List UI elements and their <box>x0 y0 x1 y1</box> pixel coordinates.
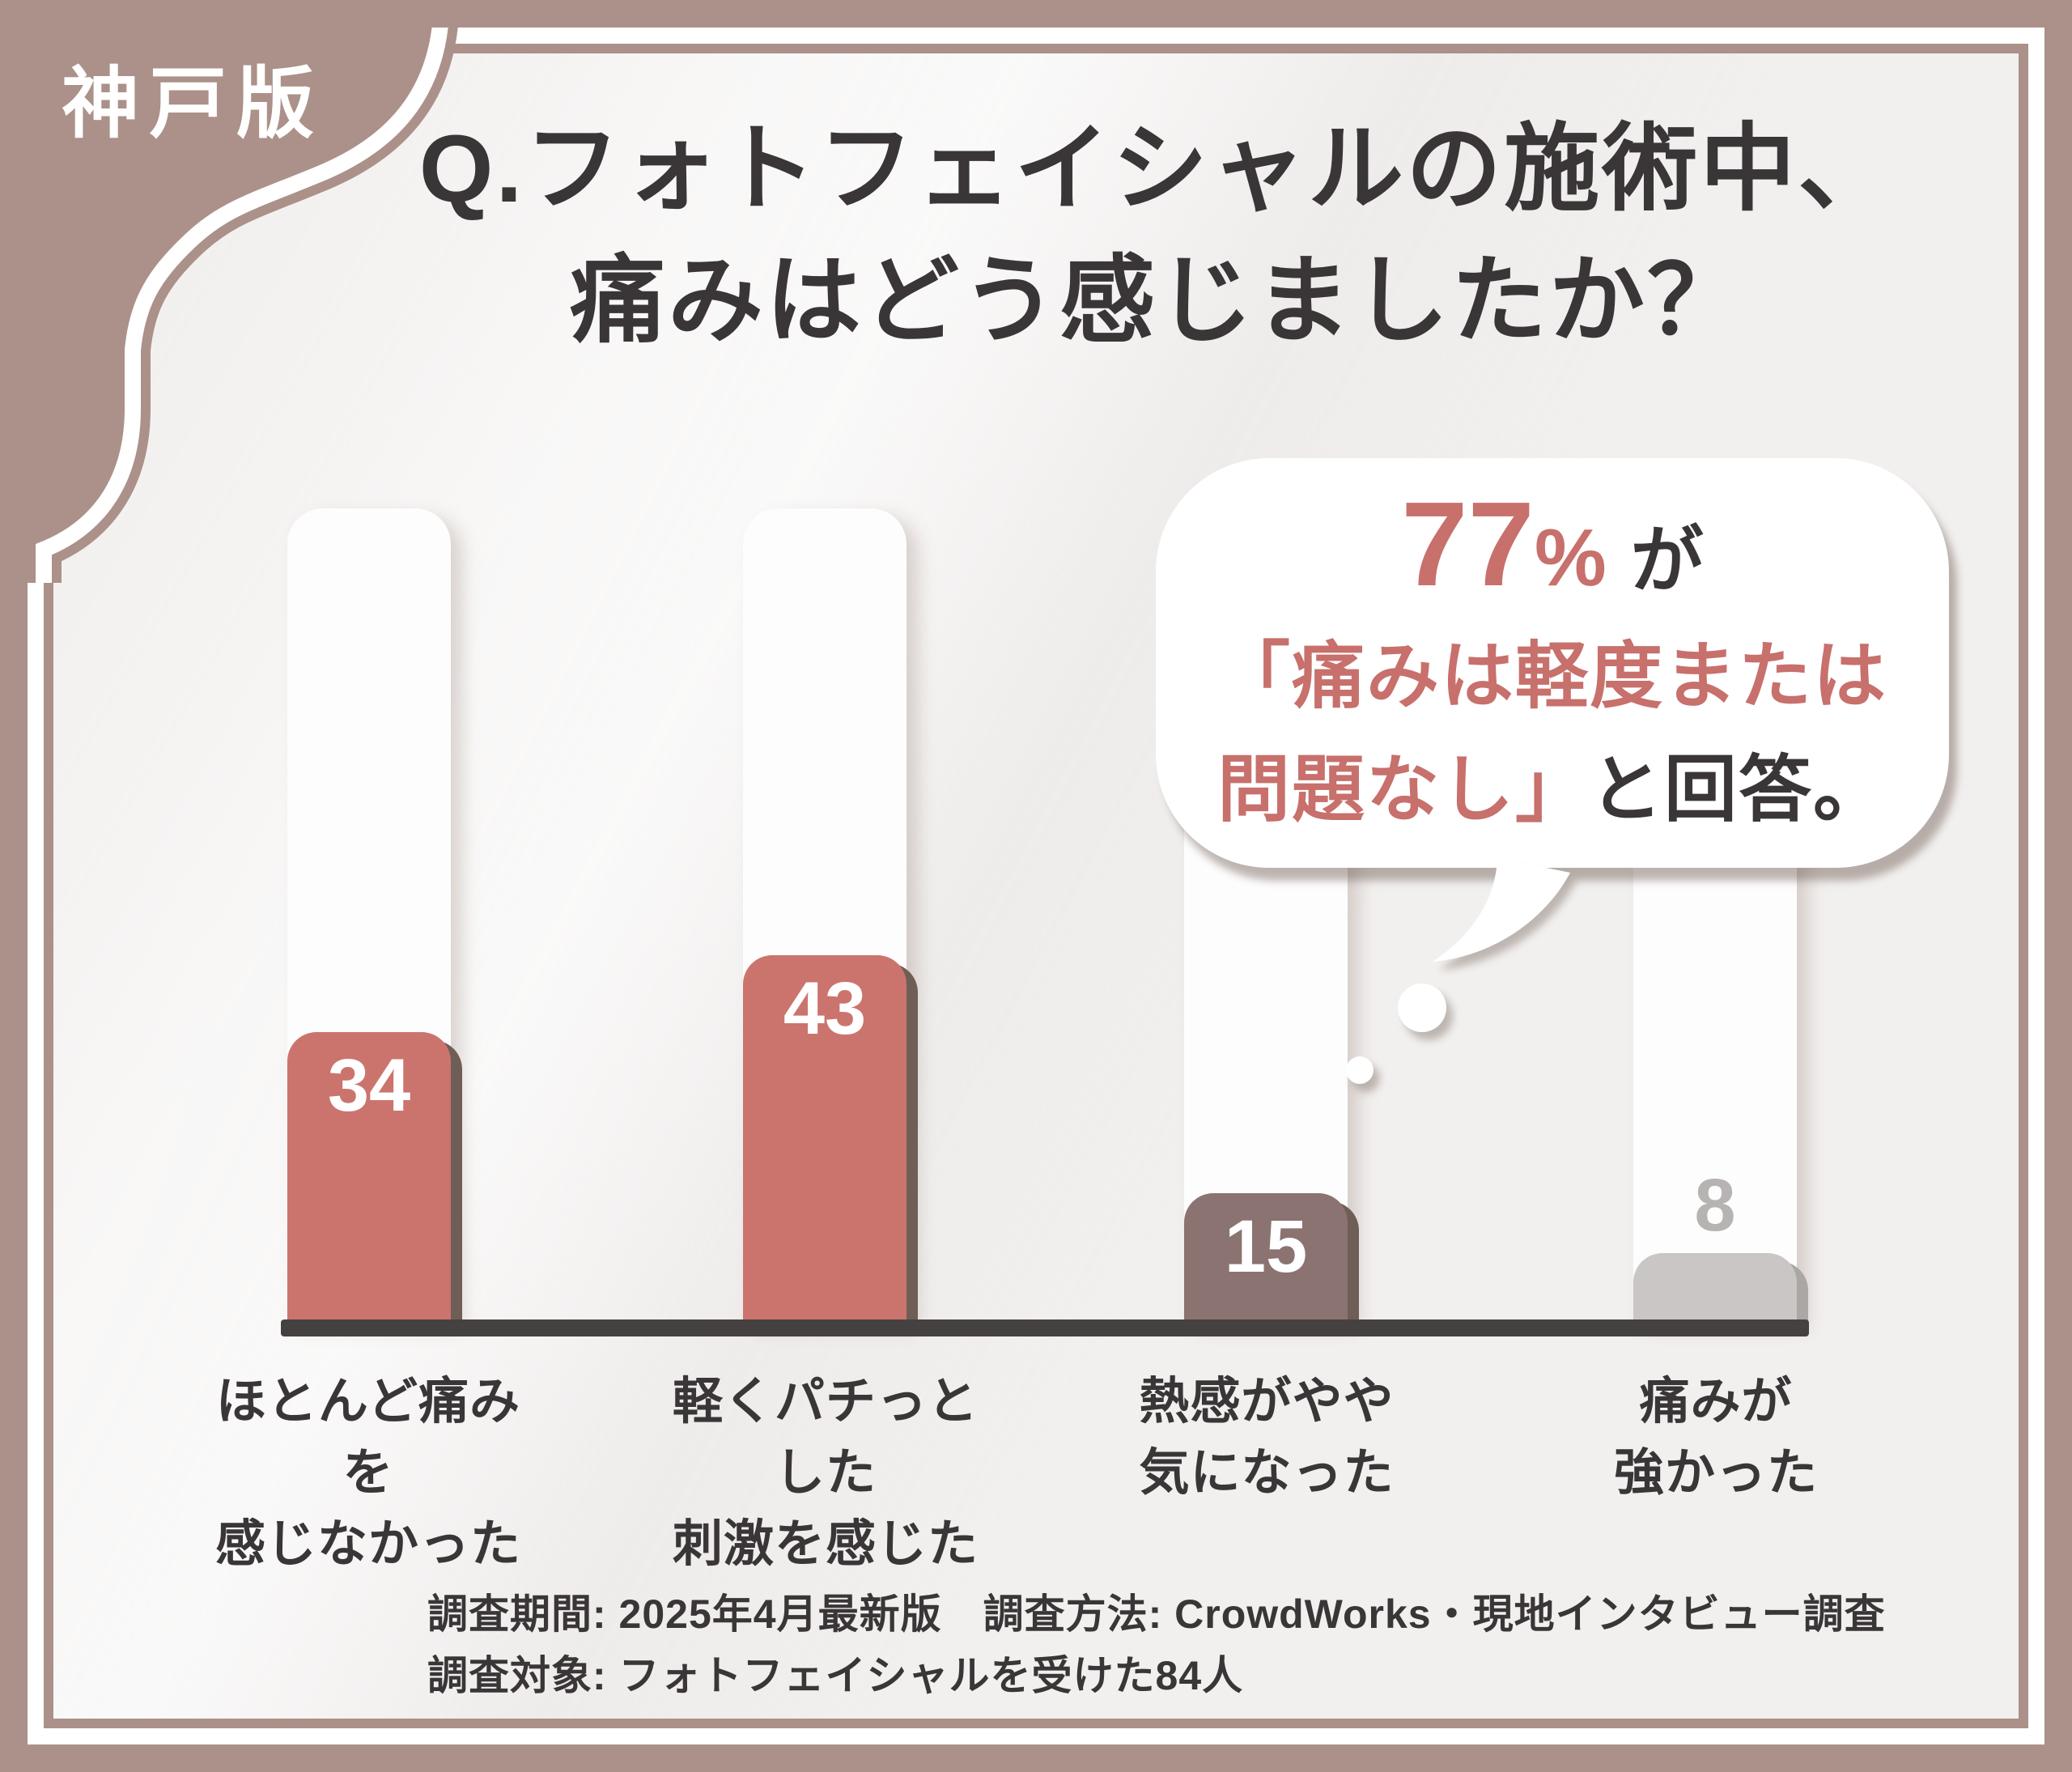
category-label-1: ほとんど痛みを 感じなかった <box>198 1366 538 1580</box>
thought-dot-1 <box>1398 984 1446 1032</box>
corner-swoosh <box>0 0 615 631</box>
chart-column-2: 43 <box>743 508 906 1321</box>
swoosh-fill <box>0 0 432 583</box>
category-label-line: ほとんど痛みを <box>215 1374 521 1502</box>
bubble-rest: と回答。 <box>1590 750 1887 831</box>
footer-line-2: 調査対象: フォトフェイシャルを受けた84人 <box>427 1653 1244 1698</box>
bar: 43 <box>743 955 906 1321</box>
bubble-tail <box>1346 858 1570 1084</box>
bar: 15 <box>1184 1193 1348 1321</box>
swoosh-band-patch-left <box>0 510 28 631</box>
category-label-line: 刺激を感じた <box>672 1516 979 1573</box>
category-label-line: 強かった <box>1613 1445 1818 1502</box>
bubble-percent: 77 <box>1401 478 1535 611</box>
edition-badge: 神戸版 <box>62 61 324 147</box>
bubble-highlight: 問題なし」 <box>1217 750 1590 831</box>
title-line-2: 痛みはどう感じましたか？ <box>569 247 1745 355</box>
bar-value: 15 <box>1224 1205 1308 1288</box>
category-label-line: 感じなかった <box>214 1516 521 1573</box>
speech-bubble: 77 % が 「痛みは軽度または 問題なし」と回答。 <box>1156 458 1949 868</box>
bubble-percent-line: 77 % が <box>1401 476 1704 614</box>
bubble-line-3: 問題なし」と回答。 <box>1217 730 1887 835</box>
category-label-line: 痛みが <box>1639 1374 1793 1430</box>
swoosh-band-patch-top <box>416 0 615 28</box>
bar-value: 34 <box>327 1044 411 1127</box>
bubble-percent-sign: % <box>1534 512 1607 603</box>
bubble-percent-suffix: が <box>1630 521 1704 601</box>
category-label-line: 気になった <box>1139 1445 1395 1502</box>
category-label-4: 痛みが 強かった <box>1546 1366 1886 1509</box>
page-title: Q.フォトフェイシャルの施術中、 痛みはどう感じましたか？ <box>340 104 1975 368</box>
bubble-tail-shape <box>1433 858 1570 962</box>
axis-baseline <box>281 1319 1809 1336</box>
category-label-3: 熱感がやや 気になった <box>1097 1366 1437 1509</box>
bar-value: 43 <box>783 967 867 1050</box>
category-label-2: 軽くパチっとした 刺激を感じた <box>656 1366 996 1580</box>
category-label-line: 軽くパチっとした <box>672 1374 979 1502</box>
thought-dot-2 <box>1346 1056 1374 1084</box>
category-label-line: 熱感がやや <box>1139 1374 1395 1430</box>
bar: 34 <box>287 1032 451 1321</box>
bar-value: 8 <box>1694 1164 1736 1247</box>
survey-footer: 調査期間: 2025年4月最新版 調査方法: CrowdWorks・現地インタビ… <box>427 1583 1886 1706</box>
footer-line-1: 調査期間: 2025年4月最新版 調査方法: CrowdWorks・現地インタビ… <box>427 1591 1886 1637</box>
bubble-line-2: 「痛みは軽度または <box>1217 636 1887 717</box>
title-line-1: Q.フォトフェイシャルの施術中、 <box>418 116 1896 223</box>
chart-column-1: 34 <box>287 508 451 1321</box>
bar: 8 <box>1633 1164 1797 1321</box>
